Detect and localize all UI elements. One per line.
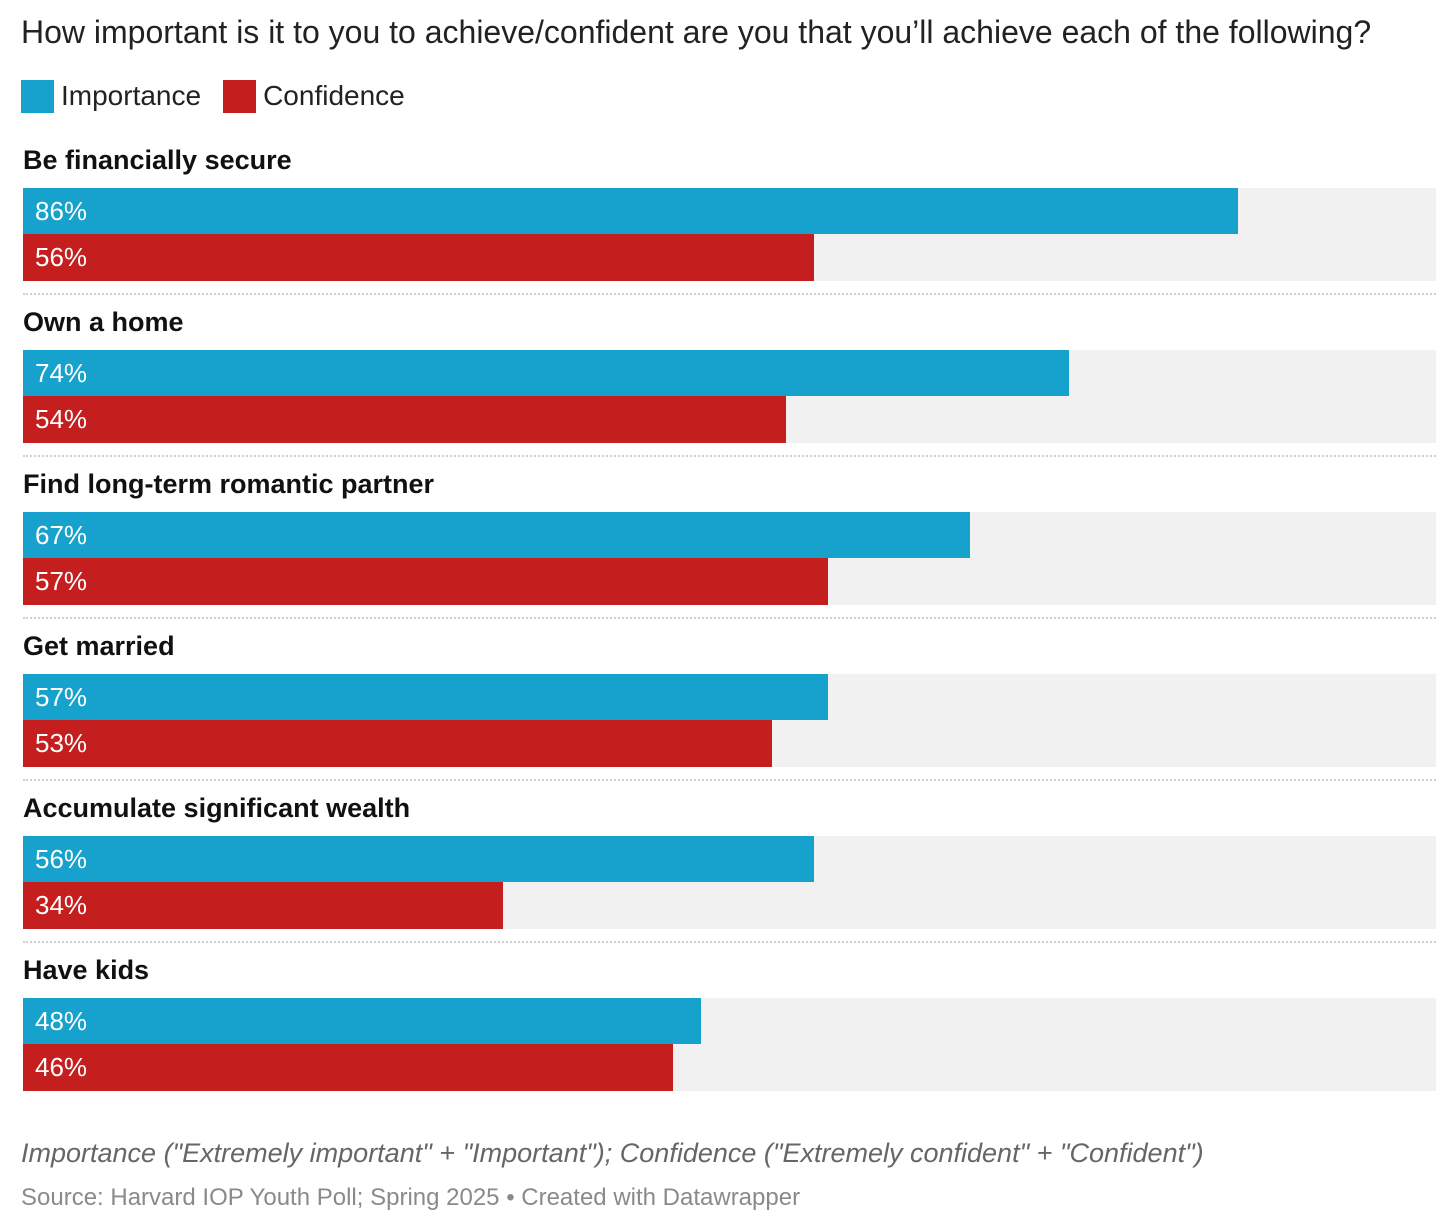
category-label: Be financially secure xyxy=(23,145,292,175)
bar-value-label: 74% xyxy=(35,358,88,388)
category-label: Accumulate significant wealth xyxy=(23,793,411,823)
bar-value-label: 56% xyxy=(35,242,88,272)
bar-track: 74% xyxy=(23,350,1436,397)
group-divider xyxy=(23,293,1436,295)
bar-track: 53% xyxy=(23,720,1436,767)
bar-importance: 67% xyxy=(23,512,970,559)
bar-track: 86% xyxy=(23,188,1436,235)
chart-title: How important is it to you to achieve/co… xyxy=(21,14,1372,50)
bar-importance: 56% xyxy=(23,836,814,883)
bar-confidence: 34% xyxy=(23,882,503,929)
group-divider xyxy=(23,617,1436,619)
legend-item-importance: Importance xyxy=(21,79,202,113)
bar-value-label: 56% xyxy=(35,844,88,874)
legend-item-confidence: Confidence xyxy=(223,79,405,113)
bar-value-label: 86% xyxy=(35,196,88,226)
bar-track: 57% xyxy=(23,558,1436,605)
bar-value-label: 67% xyxy=(35,520,88,550)
bar-confidence: 57% xyxy=(23,558,828,605)
bar-value-label: 34% xyxy=(35,890,88,920)
legend-label-confidence: Confidence xyxy=(263,80,405,111)
bar-importance: 48% xyxy=(23,998,701,1045)
bar-group: Get married 57% 53% xyxy=(23,626,1436,788)
bar-track: 34% xyxy=(23,882,1436,929)
legend: Importance Confidence xyxy=(21,78,427,114)
bar-value-label: 57% xyxy=(35,682,88,712)
bar-group: Find long-term romantic partner 67% 57% xyxy=(23,464,1436,626)
chart-note: Importance ("Extremely important" + "Imp… xyxy=(21,1138,1204,1168)
category-label: Have kids xyxy=(23,955,150,985)
bar-value-label: 57% xyxy=(35,566,88,596)
bar-track: 56% xyxy=(23,234,1436,281)
group-divider xyxy=(23,941,1436,943)
bar-track: 46% xyxy=(23,1044,1436,1091)
bar-value-label: 48% xyxy=(35,1006,88,1036)
bar-value-label: 54% xyxy=(35,404,88,434)
category-label: Own a home xyxy=(23,307,184,337)
bar-track: 56% xyxy=(23,836,1436,883)
bar-track: 54% xyxy=(23,396,1436,443)
group-divider xyxy=(23,779,1436,781)
bar-groups: Be financially secure 86% 56% Own a home 74%… xyxy=(23,140,1436,1112)
legend-swatch-importance xyxy=(21,79,54,113)
bar-value-label: 53% xyxy=(35,728,88,758)
bar-track: 48% xyxy=(23,998,1436,1045)
bar-importance: 74% xyxy=(23,350,1069,397)
bar-group: Have kids 48% 46% xyxy=(23,950,1436,1112)
group-divider xyxy=(23,455,1436,457)
bar-confidence: 54% xyxy=(23,396,786,443)
legend-label-importance: Importance xyxy=(61,80,202,111)
bar-track: 57% xyxy=(23,674,1436,721)
bar-value-label: 46% xyxy=(35,1052,88,1082)
category-label: Get married xyxy=(23,631,175,661)
bar-group: Own a home 74% 54% xyxy=(23,302,1436,464)
bar-confidence: 56% xyxy=(23,234,814,281)
legend-swatch-confidence xyxy=(223,79,257,113)
bar-confidence: 53% xyxy=(23,720,772,767)
bar-group: Be financially secure 86% 56% xyxy=(23,140,1436,302)
chart-source: Source: Harvard IOP Youth Poll; Spring 2… xyxy=(21,1184,801,1211)
category-label: Find long-term romantic partner xyxy=(23,469,435,499)
bar-track: 67% xyxy=(23,512,1436,559)
bar-confidence: 46% xyxy=(23,1044,673,1091)
bar-group: Accumulate significant wealth 56% 34% xyxy=(23,788,1436,950)
bar-importance: 86% xyxy=(23,188,1238,235)
bar-importance: 57% xyxy=(23,674,828,721)
